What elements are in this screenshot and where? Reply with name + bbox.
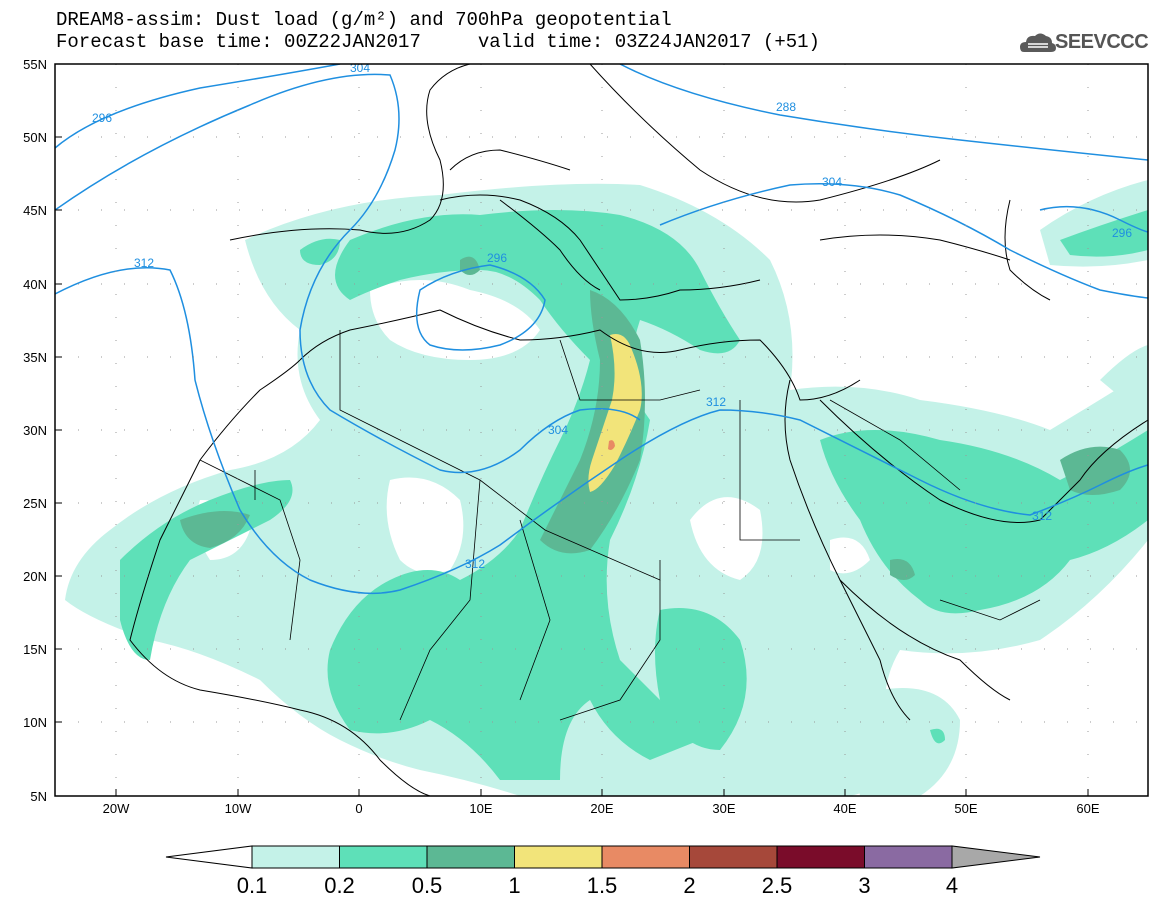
contour-label: 288 xyxy=(776,100,796,114)
geopotential-contours xyxy=(55,64,1148,595)
lat-label: 50N xyxy=(23,130,47,145)
lat-label: 15N xyxy=(23,642,47,657)
lat-label: 20N xyxy=(23,569,47,584)
lat-label: 35N xyxy=(23,350,47,365)
latitude-labels: 55N 50N 45N 40N 35N 30N 25N 20N 15N 10N … xyxy=(23,57,47,804)
contour-label: 304 xyxy=(548,423,568,437)
contour-labels: 296 304 288 304 296 312 296 304 312 312 … xyxy=(92,61,1132,571)
contour-label: 304 xyxy=(350,61,370,75)
dust-max-orange xyxy=(608,440,615,450)
dust-max-yellow xyxy=(588,334,642,492)
map-title: DREAM8-assim: Dust load (g/m²) and 700hP… xyxy=(56,9,672,31)
lon-label: 20W xyxy=(103,801,130,816)
contour-label: 312 xyxy=(706,395,726,409)
contour-label: 296 xyxy=(487,251,507,265)
longitude-labels: 20W 10W 0 10E 20E 30E 40E 50E 60E xyxy=(103,801,1100,816)
lon-label: 50E xyxy=(954,801,977,816)
contour-label: 296 xyxy=(1112,226,1132,240)
contour-label: 296 xyxy=(92,111,112,125)
lon-label: 10E xyxy=(469,801,492,816)
lat-label: 5N xyxy=(30,789,47,804)
lon-label: 40E xyxy=(833,801,856,816)
logo-text: SEEVCCC xyxy=(1055,31,1149,53)
lon-label: 10W xyxy=(225,801,252,816)
contour-label: 312 xyxy=(134,256,154,270)
contour-label: 304 xyxy=(822,175,842,189)
map-subtitle: Forecast base time: 00Z22JAN2017 valid t… xyxy=(56,31,820,53)
dust-fields xyxy=(55,64,1148,796)
cloud-logo-icon xyxy=(1020,33,1056,52)
axis-ticks xyxy=(55,63,1089,797)
lat-label: 30N xyxy=(23,423,47,438)
coastlines xyxy=(129,64,1148,796)
lon-label: 30E xyxy=(712,801,735,816)
lon-label: 60E xyxy=(1076,801,1099,816)
contour-label: 312 xyxy=(465,557,485,571)
lat-label: 45N xyxy=(23,203,47,218)
lon-label: 20E xyxy=(590,801,613,816)
lat-label: 40N xyxy=(23,277,47,292)
lat-label: 25N xyxy=(23,496,47,511)
contour-label: 312 xyxy=(1032,509,1052,523)
lat-label: 55N xyxy=(23,57,47,72)
lon-label: 0 xyxy=(355,801,362,816)
borders xyxy=(199,330,1041,721)
lat-label: 10N xyxy=(23,715,47,730)
